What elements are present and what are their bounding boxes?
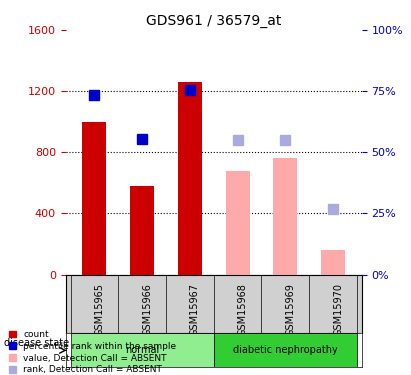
- FancyBboxPatch shape: [71, 333, 214, 368]
- Text: normal: normal: [125, 345, 159, 355]
- Title: GDS961 / 36579_at: GDS961 / 36579_at: [146, 13, 282, 28]
- Legend: count, percentile rank within the sample, value, Detection Call = ABSENT, rank, : count, percentile rank within the sample…: [9, 330, 176, 374]
- Bar: [178, 82, 202, 274]
- Bar: [273, 158, 297, 274]
- Text: GSM15968: GSM15968: [238, 284, 247, 336]
- Bar: [321, 250, 345, 274]
- Bar: [83, 122, 106, 274]
- Text: GSM15969: GSM15969: [285, 284, 296, 336]
- Text: disease state: disease state: [4, 338, 69, 348]
- Text: GSM15966: GSM15966: [142, 284, 152, 336]
- Text: GSM15967: GSM15967: [190, 284, 200, 336]
- Text: GSM15970: GSM15970: [333, 284, 343, 336]
- Text: diabetic nephropathy: diabetic nephropathy: [233, 345, 338, 355]
- Bar: [130, 186, 154, 274]
- FancyBboxPatch shape: [214, 333, 357, 368]
- Text: GSM15965: GSM15965: [95, 284, 104, 336]
- Bar: [226, 171, 249, 274]
